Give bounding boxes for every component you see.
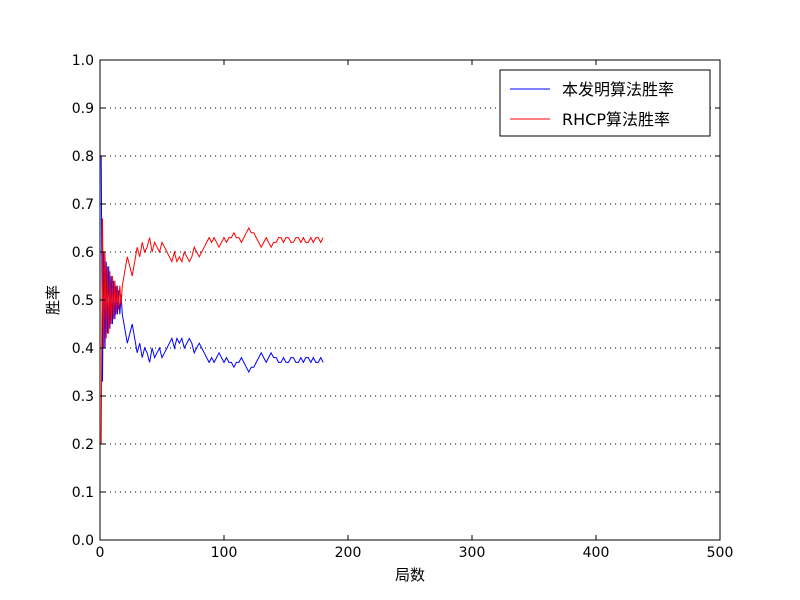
- y-tick-label: 0.2: [72, 437, 94, 453]
- axis-ticks: 0.0 0.1 0.2 0.3 0.4 0.5 0.6 0.7 0.8 0.9 1.0 0 100 200…: [72, 53, 734, 561]
- y-tick-label: 1.0: [72, 53, 94, 69]
- legend-label-1: 本发明算法胜率: [562, 80, 674, 99]
- x-tick-label: 400: [583, 545, 610, 561]
- y-tick-label: 0.4: [72, 341, 94, 357]
- legend: 本发明算法胜率 RHCP算法胜率: [499, 69, 711, 137]
- y-tick-label: 0.8: [72, 149, 94, 165]
- y-tick-label: 0.9: [72, 101, 94, 117]
- legend-label-2: RHCP算法胜率: [562, 110, 670, 129]
- x-tick-label: 200: [335, 545, 362, 561]
- y-tick-label: 0.5: [72, 293, 94, 309]
- y-tick-label: 0.6: [72, 245, 94, 261]
- x-tick-label: 100: [211, 545, 238, 561]
- series-lines: [100, 155, 324, 445]
- series-line-2: [100, 218, 324, 445]
- y-axis-title: 胜率: [44, 285, 62, 315]
- y-tick-label: 0.1: [72, 485, 94, 501]
- grid-lines: [100, 107, 720, 493]
- x-tick-label: 0: [96, 545, 105, 561]
- x-tick-label: 300: [459, 545, 486, 561]
- legend-box: [499, 69, 711, 137]
- y-tick-label: 0.7: [72, 197, 94, 213]
- y-tick-label: 0.3: [72, 389, 94, 405]
- x-axis-title: 局数: [395, 566, 425, 584]
- y-tick-label: 0.0: [72, 533, 94, 549]
- x-tick-label: 500: [707, 545, 734, 561]
